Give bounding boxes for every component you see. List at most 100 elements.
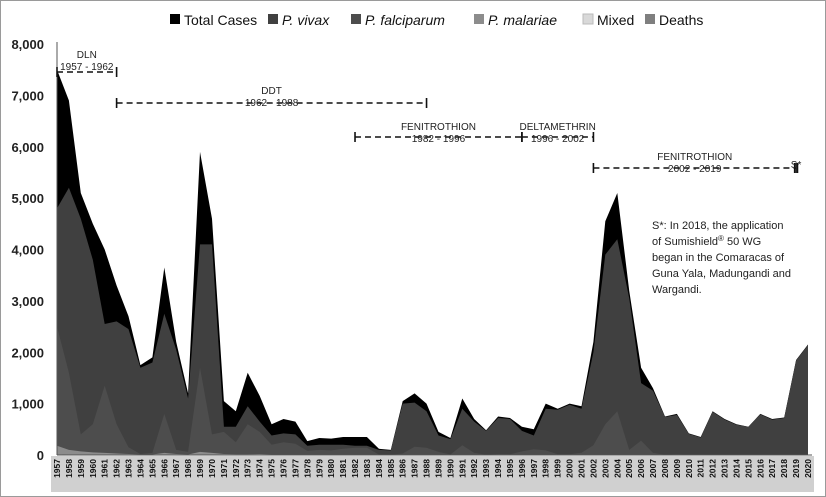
legend-label: P. falciparum: [365, 12, 445, 28]
x-tick-label: 1992: [469, 459, 479, 478]
x-tick-label: 1990: [445, 459, 455, 478]
footnote: S*: In 2018, the application of Sumishie…: [652, 220, 791, 296]
x-tick-label: 2018: [779, 459, 789, 478]
x-tick-label: 2004: [612, 459, 622, 478]
x-tick-label: 1981: [338, 459, 348, 478]
legend-label: Deaths: [659, 12, 703, 28]
x-tick-label: 1960: [88, 459, 98, 478]
x-tick-label: 2020: [803, 459, 813, 478]
x-tick-label: 1993: [481, 459, 491, 478]
x-tick-label: 1983: [362, 459, 372, 478]
period-label: DELTAMETHRIN: [520, 122, 596, 133]
x-tick-label: 1999: [553, 459, 563, 478]
legend-label: Total Cases: [184, 12, 257, 28]
period-range: 1957 - 1962: [60, 62, 114, 73]
x-tick-label: 2003: [600, 459, 610, 478]
x-tick-label: 1989: [434, 459, 444, 478]
period-label: FENITROTHION: [657, 152, 732, 163]
x-tick-label: 1967: [171, 459, 181, 478]
x-tick-label: 1987: [410, 459, 420, 478]
x-tick-label: 1969: [195, 459, 205, 478]
x-tick-label: 2007: [648, 459, 658, 478]
period-label: DLN: [77, 50, 97, 61]
x-tick-label: 1988: [422, 459, 432, 478]
period-range: 1982 - 1996: [412, 134, 466, 145]
x-tick-label: 1964: [135, 459, 145, 478]
legend-swatch: [474, 14, 484, 24]
period-range: 2002 - 2019: [668, 164, 722, 175]
legend: Total Cases P. vivax P. falciparum P. malar…: [170, 12, 703, 28]
x-tick-label: 1994: [493, 459, 503, 478]
x-tick-label: 2015: [743, 459, 753, 478]
x-tick-label: 1985: [386, 459, 396, 478]
x-tick-label: 1962: [112, 459, 122, 478]
x-tick-label: 2012: [708, 459, 718, 478]
note-line-4: Guna Yala, Madungandi and: [652, 268, 791, 280]
x-tick-label: 2005: [624, 459, 634, 478]
period-label: DDT: [261, 86, 282, 97]
x-tick-label: 2016: [755, 459, 765, 478]
x-tick-label: 1978: [302, 459, 312, 478]
x-tick-label: 2001: [577, 459, 587, 478]
x-tick-label: 1957: [52, 459, 62, 478]
x-tick-label: 1996: [517, 459, 527, 478]
period-range: 1962 - 1988: [245, 98, 299, 109]
x-tick-label: 1961: [100, 459, 110, 478]
x-tick-label: 2006: [636, 459, 646, 478]
x-tick-label: 1974: [255, 459, 265, 478]
x-tick-label: 1958: [64, 459, 74, 478]
legend-label: P. vivax: [282, 12, 330, 28]
series-area-p-vivax: [57, 187, 808, 456]
note-line-2: of Sumishield® 50 WG: [652, 234, 761, 248]
x-tick-label: 1977: [290, 459, 300, 478]
x-tick-label: 2002: [588, 459, 598, 478]
x-tick-label: 1970: [207, 459, 217, 478]
x-tick-label: 1968: [183, 459, 193, 478]
x-tick-label: 1959: [76, 459, 86, 478]
legend-swatch: [582, 13, 594, 25]
x-tick-label: 2017: [767, 459, 777, 478]
legend-label: Mixed: [597, 12, 634, 28]
x-tick-label: 2000: [565, 459, 575, 478]
x-tick-label: 2009: [672, 459, 682, 478]
x-tick-label: 1997: [529, 459, 539, 478]
period-label: FENITROTHION: [401, 122, 476, 133]
x-tick-label: 1980: [326, 459, 336, 478]
x-tick-label: 2019: [791, 459, 801, 478]
x-tick-label: 1965: [147, 459, 157, 478]
x-tick-label: 1979: [314, 459, 324, 478]
note-line-3: began in the Comaracas of: [652, 252, 785, 264]
x-tick-label: 2014: [732, 459, 742, 478]
axes: 0 1,000 2,000 3,000 4,000 5,000 6,000 7,000 8,00…: [11, 37, 814, 492]
x-tick-label: 1963: [124, 459, 134, 478]
y-tick-label: 0: [37, 448, 44, 463]
x-tick-label: 1972: [231, 459, 241, 478]
x-tick-label: 1995: [505, 459, 515, 478]
x-tick-label: 2011: [696, 459, 706, 478]
x-tick-label: 2013: [720, 459, 730, 478]
x-tick-label: 1998: [541, 459, 551, 478]
note-line-1: S*: In 2018, the application: [652, 220, 783, 232]
legend-swatch: [268, 14, 278, 24]
y-tick-label: 8,000: [11, 37, 44, 52]
x-tick-label: 1991: [457, 459, 467, 478]
period-label: S*: [791, 160, 802, 171]
x-tick-label: 1975: [267, 459, 277, 478]
x-tick-label: 2008: [660, 459, 670, 478]
x-tick-label: 1966: [159, 459, 169, 478]
y-tick-label: 7,000: [11, 88, 44, 103]
note-line-5: Wargandi.: [652, 284, 702, 296]
x-tick-label: 2010: [684, 459, 694, 478]
legend-swatch: [351, 14, 361, 24]
legend-swatch: [645, 14, 655, 24]
series-area-p-falciparum: [57, 326, 808, 455]
y-tick-label: 5,000: [11, 191, 44, 206]
x-label-band: [51, 456, 814, 492]
y-tick-label: 3,000: [11, 294, 44, 309]
y-tick-label: 2,000: [11, 345, 44, 360]
legend-swatch: [170, 14, 180, 24]
y-tick-label: 1,000: [11, 397, 44, 412]
legend-label: P. malariae: [488, 12, 557, 28]
